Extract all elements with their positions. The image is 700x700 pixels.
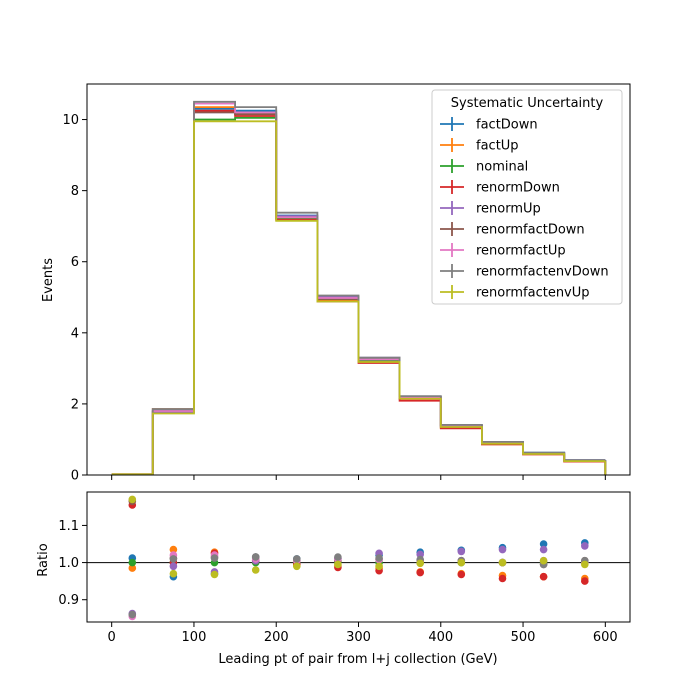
- x-tick-label: 400: [428, 630, 453, 645]
- ratio-point-factDown: [539, 540, 548, 548]
- ratio-point-renormfactenvUp: [251, 566, 260, 574]
- ratio-point-renormfactenvDown: [128, 610, 137, 619]
- legend-title: Systematic Uncertainty: [451, 96, 604, 111]
- ratio-point-renormfactenvDown: [375, 554, 383, 562]
- legend-label-renormfactUp: renormfactUp: [476, 244, 566, 259]
- legend-label-renormDown: renormDown: [476, 181, 560, 196]
- ratio-panel: 0 100 200 300 400 500 600 0.9 1.0 1.1: [58, 491, 631, 645]
- legend-item-renormUp: renormUp: [440, 201, 541, 217]
- ratio-point-renormfactenvDown: [169, 555, 178, 563]
- ratio-point-renormfactenvUp: [334, 560, 342, 569]
- bottom-y-tick-label: 0.9: [58, 593, 79, 608]
- bottom-axes-frame: [86, 491, 631, 623]
- legend-label-renormfactenvDown: renormfactenvDown: [476, 265, 609, 280]
- ratio-point-factUp: [128, 564, 137, 572]
- ratio-point-renormfactenvUp: [169, 569, 178, 578]
- events-panel: 0 2 4 6 8 10: [62, 83, 631, 484]
- ratio-point-renormUp: [457, 547, 466, 556]
- bottom-y-axis-label: Ratio: [36, 543, 51, 576]
- top-y-axis-label: Events: [41, 258, 56, 302]
- legend-item-renormDown: renormDown: [440, 180, 560, 196]
- ratio-point-renormfactenvUp: [498, 558, 507, 567]
- ratio-point-renormfactenvUp: [293, 562, 301, 571]
- x-tick-label: 0: [108, 630, 116, 645]
- ratio-point-renormfactenvUp: [457, 558, 466, 567]
- ratio-point-renormDown: [416, 568, 425, 577]
- ratio-point-renormfactenvUp: [375, 562, 383, 571]
- legend-box: [431, 89, 623, 305]
- legend: Systematic Uncertainty factDown factUp nom…: [431, 89, 623, 305]
- ratio-point-renormfactenvUp: [128, 495, 137, 504]
- legend-item-nominal: nominal: [440, 159, 528, 175]
- bottom-y-tick-label: 1.1: [58, 519, 79, 534]
- x-tick-label: 300: [346, 630, 371, 645]
- legend-label-renormfactDown: renormfactDown: [476, 223, 585, 238]
- ratio-point-renormDown: [498, 574, 507, 583]
- legend-label-renormfactenvUp: renormfactenvUp: [476, 286, 590, 301]
- ratio-point-renormfactenvUp: [539, 556, 548, 565]
- legend-label-factDown: factDown: [476, 118, 538, 133]
- top-y-tick-label: 6: [71, 255, 79, 270]
- legend-item-renormfactenvDown: renormfactenvDown: [440, 264, 609, 280]
- x-tick-label: 600: [593, 630, 618, 645]
- legend-label-nominal: nominal: [476, 160, 528, 175]
- legend-item-renormfactDown: renormfactDown: [440, 222, 585, 238]
- legend-item-factDown: factDown: [440, 117, 538, 133]
- ratio-point-renormUp: [539, 545, 548, 554]
- top-y-tick-label: 2: [71, 397, 79, 412]
- ratio-point-renormDown: [539, 572, 548, 581]
- ratio-point-renormfactenvDown: [210, 554, 219, 562]
- series-line-renormfactenvUp: [111, 120, 606, 476]
- x-tick-label: 100: [182, 630, 207, 645]
- ratio-point-renormfactenvUp: [581, 560, 589, 569]
- ratio-point-factUp: [169, 545, 178, 554]
- ratio-point-renormfactenvUp: [210, 570, 219, 579]
- legend-item-renormfactUp: renormfactUp: [440, 243, 566, 259]
- top-y-tick-label: 0: [71, 469, 79, 484]
- legend-item-factUp: factUp: [440, 138, 519, 154]
- x-axis-label: Leading pt of pair from l+j collection (…: [218, 652, 497, 667]
- ratio-point-renormfactenvUp: [416, 559, 425, 568]
- ratio-point-renormfactenvDown: [293, 555, 301, 563]
- top-y-tick-label: 4: [71, 326, 79, 341]
- ratio-point-renormDown: [581, 577, 589, 585]
- ratio-point-renormUp: [169, 562, 178, 571]
- legend-label-renormUp: renormUp: [476, 202, 541, 217]
- ratio-point-renormDown: [457, 570, 466, 579]
- ratio-point-renormUp: [498, 545, 507, 554]
- bottom-y-tick-label: 1.0: [58, 556, 79, 571]
- ratio-point-nominal: [128, 558, 137, 567]
- x-tick-label: 200: [264, 630, 289, 645]
- x-tick-label: 500: [511, 630, 536, 645]
- top-y-tick-label: 8: [71, 184, 79, 199]
- ratio-point-renormUp: [416, 550, 425, 559]
- legend-label-factUp: factUp: [476, 139, 519, 154]
- ratio-point-renormfactenvDown: [334, 553, 342, 561]
- ratio-point-renormfactenvDown: [251, 553, 260, 561]
- legend-item-renormfactenvUp: renormfactenvUp: [440, 285, 590, 301]
- top-y-tick-label: 10: [62, 113, 79, 128]
- ratio-point-renormUp: [581, 542, 589, 550]
